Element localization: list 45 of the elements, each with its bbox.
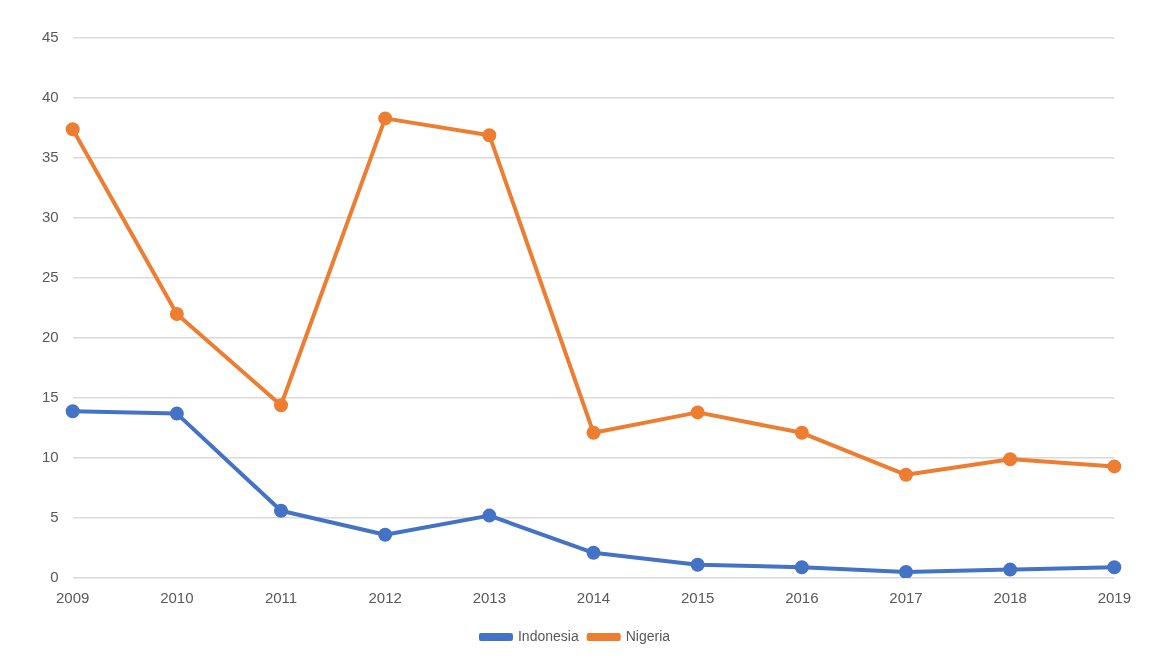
point [274,398,289,413]
point [65,122,80,137]
point [794,560,809,575]
y-tick-label: 20 [42,328,59,346]
y-tick-label: 25 [42,268,59,286]
point [169,406,184,421]
point [586,545,601,560]
y-tick-label: 15 [42,388,59,406]
x-tick-label: 2010 [160,589,194,607]
point [378,527,393,542]
y-tick-label: 0 [50,568,59,586]
point [1107,459,1122,474]
x-tick-label: 2017 [889,589,923,607]
point [65,404,80,419]
x-tick-label: 2011 [264,589,298,607]
point [482,508,497,523]
point [898,565,913,578]
point [169,307,184,321]
point [690,405,705,420]
y-tick-label: 45 [42,28,59,46]
x-tick-label: 2016 [785,589,819,607]
point [690,557,705,572]
point [378,111,393,126]
legend-label: Indonesia [517,627,579,644]
x-tick-label: 2018 [993,589,1027,607]
point [898,467,913,482]
x-tick-label: 2019 [1097,589,1131,607]
point [274,503,289,518]
y-tick-label: 40 [42,88,59,106]
point [1003,562,1018,577]
y-tick-label: 35 [42,148,59,166]
x-tick-label: 2014 [576,589,611,607]
point [482,128,497,143]
point [586,425,601,440]
point [1107,560,1122,575]
y-tick-label: 5 [50,508,59,526]
x-tick-label: 2013 [472,589,507,607]
point [1003,452,1018,467]
y-tick-label: 30 [42,208,59,226]
x-tick-label: 2009 [56,589,90,607]
x-tick-label: 2015 [680,589,715,607]
legend-label: Nigeria [625,627,671,644]
x-tick-label: 2012 [368,589,402,607]
y-tick-label: 10 [42,448,59,466]
point [794,425,809,440]
